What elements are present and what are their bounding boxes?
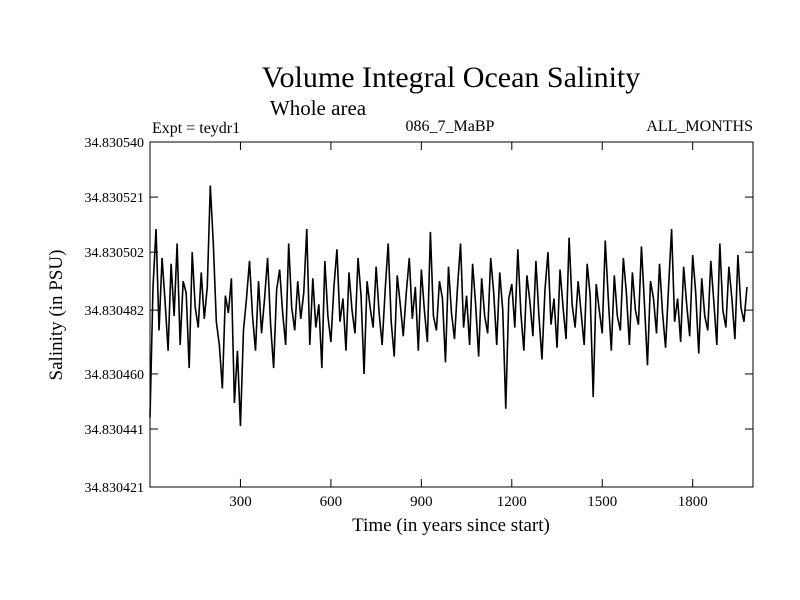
chart-title: Volume Integral Ocean Salinity <box>262 61 641 94</box>
x-tick-label: 1800 <box>678 494 708 510</box>
y-tick-label: 34.830421 <box>85 481 145 496</box>
period-annotation: 086_7_MaBP <box>406 118 495 135</box>
y-tick-label: 34.830441 <box>85 423 145 438</box>
y-tick-label: 34.830521 <box>85 191 145 206</box>
chart-subtitle: Whole area <box>270 96 367 120</box>
x-tick-label: 600 <box>320 494 343 510</box>
salinity-series-line <box>149 185 748 427</box>
x-tick-label: 300 <box>229 494 252 510</box>
plot-area: 34.830421 34.830441 34.830460 34.830482 34.8… <box>85 136 753 510</box>
x-axis-label: Time (in years since start) <box>352 515 550 536</box>
y-tick-label: 34.830502 <box>85 246 145 261</box>
y-tick-label: 34.830540 <box>85 136 145 151</box>
experiment-annotation: Expt = teydr1 <box>152 120 240 137</box>
y-axis-label: Salinity (in PSU) <box>46 250 67 381</box>
x-tick-label: 900 <box>410 494 433 510</box>
y-tick-label: 34.830460 <box>85 368 145 383</box>
months-annotation: ALL_MONTHS <box>646 118 753 135</box>
plot-frame <box>149 141 754 488</box>
y-tick-label: 34.830482 <box>85 304 145 319</box>
x-tick-label: 1200 <box>497 494 527 510</box>
x-tick-label: 1500 <box>587 494 617 510</box>
